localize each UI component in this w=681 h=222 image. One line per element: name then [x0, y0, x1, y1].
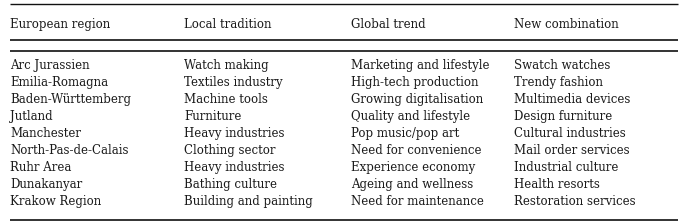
Text: Clothing sector: Clothing sector — [184, 144, 275, 157]
Text: Machine tools: Machine tools — [184, 93, 268, 106]
Text: Arc Jurassien: Arc Jurassien — [10, 59, 90, 72]
Text: Heavy industries: Heavy industries — [184, 161, 285, 174]
Text: Manchester: Manchester — [10, 127, 81, 140]
Text: Quality and lifestyle: Quality and lifestyle — [351, 110, 470, 123]
Text: Furniture: Furniture — [184, 110, 241, 123]
Text: Global trend: Global trend — [351, 18, 426, 31]
Text: North-Pas-de-Calais: North-Pas-de-Calais — [10, 144, 129, 157]
Text: Textiles industry: Textiles industry — [184, 76, 283, 89]
Text: Heavy industries: Heavy industries — [184, 127, 285, 140]
Text: Industrial culture: Industrial culture — [514, 161, 618, 174]
Text: Design furniture: Design furniture — [514, 110, 612, 123]
Text: Marketing and lifestyle: Marketing and lifestyle — [351, 59, 489, 72]
Text: Swatch watches: Swatch watches — [514, 59, 611, 72]
Text: European region: European region — [10, 18, 110, 31]
Text: Pop music/pop art: Pop music/pop art — [351, 127, 459, 140]
Text: Experience economy: Experience economy — [351, 161, 475, 174]
Text: Restoration services: Restoration services — [514, 195, 636, 208]
Text: Dunakanyar: Dunakanyar — [10, 178, 82, 191]
Text: Cultural industries: Cultural industries — [514, 127, 626, 140]
Text: Need for convenience: Need for convenience — [351, 144, 481, 157]
Text: Bathing culture: Bathing culture — [184, 178, 277, 191]
Text: Mail order services: Mail order services — [514, 144, 630, 157]
Text: Health resorts: Health resorts — [514, 178, 600, 191]
Text: High-tech production: High-tech production — [351, 76, 478, 89]
Text: Watch making: Watch making — [184, 59, 268, 72]
Text: Ageing and wellness: Ageing and wellness — [351, 178, 473, 191]
Text: Need for maintenance: Need for maintenance — [351, 195, 484, 208]
Text: Emilia-Romagna: Emilia-Romagna — [10, 76, 108, 89]
Text: Building and painting: Building and painting — [184, 195, 313, 208]
Text: Jutland: Jutland — [10, 110, 53, 123]
Text: Trendy fashion: Trendy fashion — [514, 76, 603, 89]
Text: Ruhr Area: Ruhr Area — [10, 161, 72, 174]
Text: Local tradition: Local tradition — [184, 18, 271, 31]
Text: Baden-Württemberg: Baden-Württemberg — [10, 93, 131, 106]
Text: Multimedia devices: Multimedia devices — [514, 93, 631, 106]
Text: Krakow Region: Krakow Region — [10, 195, 101, 208]
Text: Growing digitalisation: Growing digitalisation — [351, 93, 483, 106]
Text: New combination: New combination — [514, 18, 619, 31]
